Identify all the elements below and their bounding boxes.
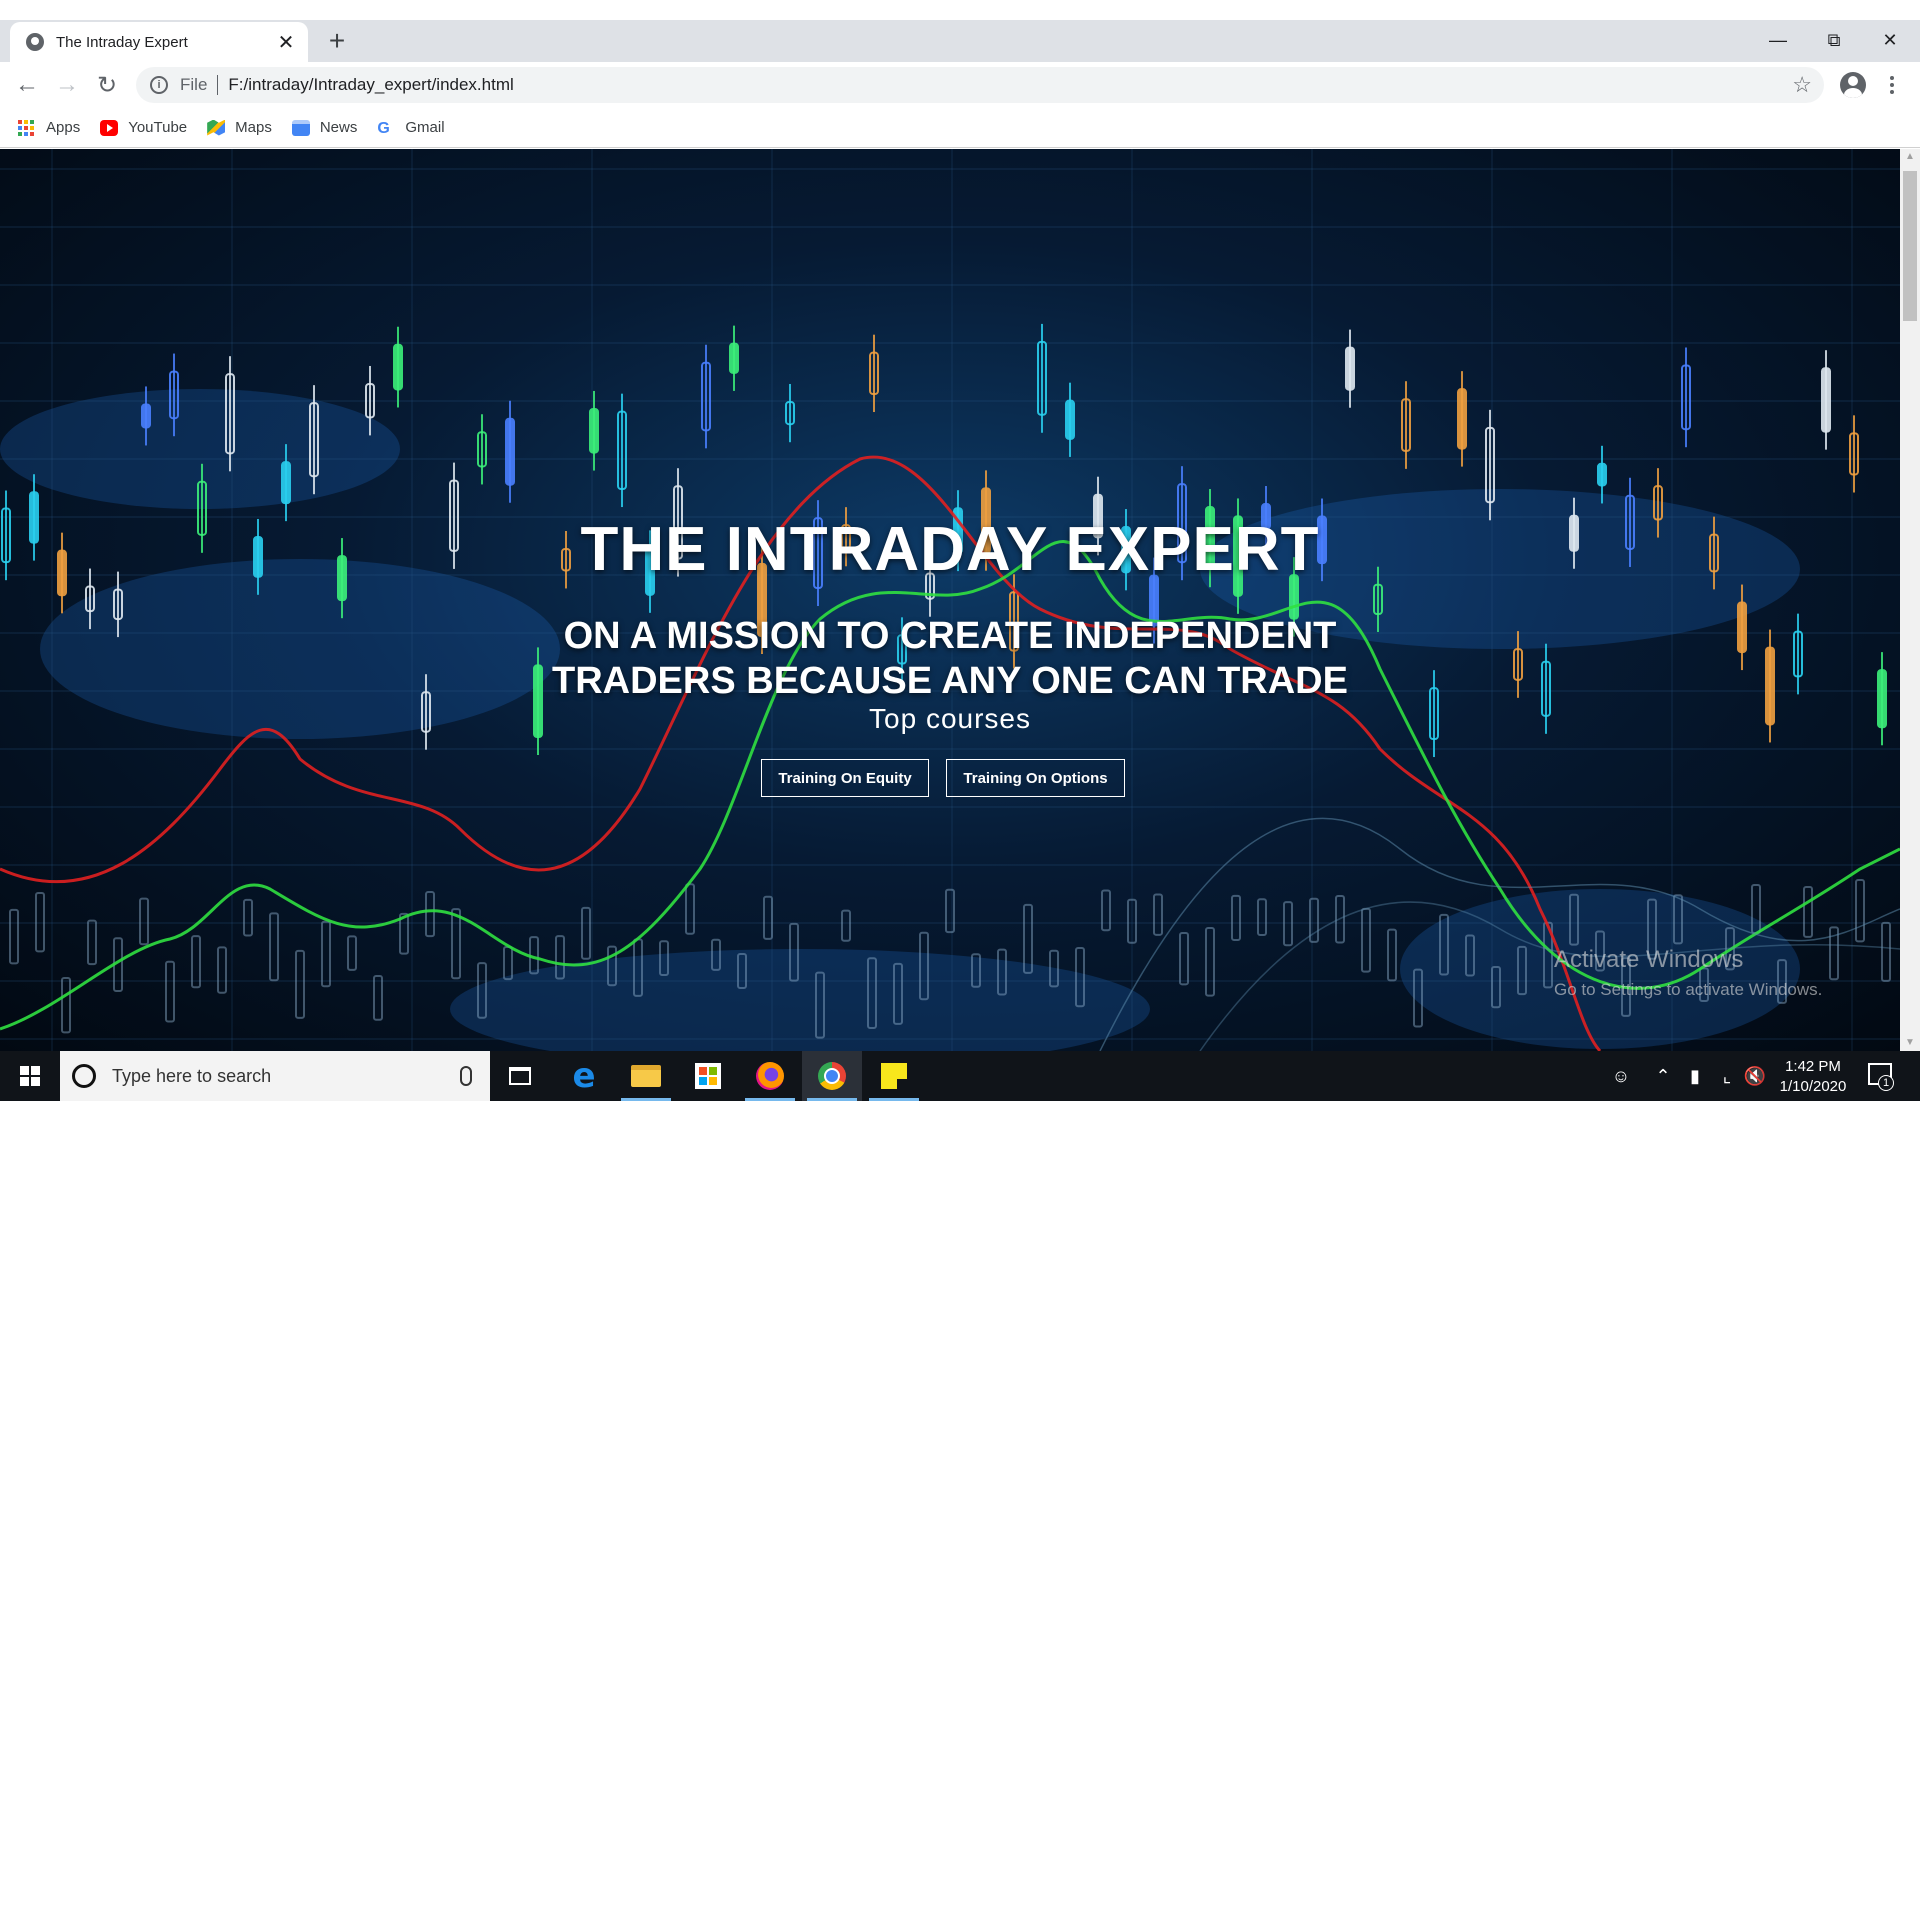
task-view-button[interactable] [490,1051,550,1101]
taskbar-search-box[interactable]: Type here to search [60,1051,490,1101]
sticky-notes-icon [881,1063,907,1089]
training-options-button[interactable]: Training On Options [946,759,1125,797]
address-bar[interactable]: i File F:/intraday/Intraday_expert/index… [136,67,1824,103]
battery-icon[interactable]: ▮ [1690,1065,1700,1086]
scrollbar-thumb[interactable] [1903,171,1917,321]
news-icon [291,119,310,136]
google-icon: G [377,119,390,137]
chevron-up-icon[interactable]: ⌃ [1655,1065,1671,1086]
youtube-icon [100,119,119,136]
globe-icon [26,33,44,51]
apps-grid-icon [18,119,36,136]
new-tab-button[interactable]: + [328,25,346,56]
bookmark-label: Apps [46,119,81,136]
hero-subtitle: ON A MISSION TO CREATE INDEPENDENT TRADE… [450,614,1450,704]
page-scrollbar[interactable]: ▲ ▼ [1900,149,1920,1051]
taskbar-clock[interactable]: 1:42 PM 1/10/2020 [1768,1057,1858,1097]
back-arrow-icon[interactable]: ← [15,71,39,98]
page-viewport: THE INTRADAY EXPERT ON A MISSION TO CREA… [0,149,1900,1051]
chrome-icon [818,1062,846,1090]
running-indicator [745,1098,795,1101]
hero-subtitle-line2: TRADERS BECAUSE ANY ONE CAN TRADE [552,660,1348,702]
folder-icon [631,1065,661,1087]
hero-title: THE INTRADAY EXPERT [580,515,1320,584]
running-indicator [621,1098,671,1101]
sticky-notes-taskbar-button[interactable] [864,1051,924,1101]
training-equity-button[interactable]: Training On Equity [761,759,929,797]
url-text[interactable]: F:/intraday/Intraday_expert/index.html [228,75,514,94]
clock-time: 1:42 PM [1785,1058,1841,1075]
stock-chart-background-image [0,149,1900,1051]
restore-button[interactable]: ⧉ [1827,29,1841,50]
chrome-taskbar-button[interactable] [802,1051,862,1101]
tab-close-icon[interactable]: ✕ [277,31,295,54]
bookmark-star-icon[interactable]: ☆ [1792,72,1812,97]
bookmark-youtube[interactable]: YouTube [100,119,187,136]
activate-windows-watermark: Activate Windows Go to Settings to activ… [1554,946,1822,1000]
bookmark-apps[interactable]: Apps [18,119,80,136]
bookmark-label: News [319,119,358,136]
start-button[interactable] [0,1051,60,1101]
microphone-icon[interactable] [460,1066,472,1086]
search-placeholder: Type here to search [112,1065,272,1086]
minimize-button[interactable]: — [1769,29,1787,50]
maps-icon [207,119,226,136]
browser-tab[interactable]: The Intraday Expert ✕ [10,22,308,62]
edge-taskbar-button[interactable]: e [554,1051,614,1101]
bookmarks-bar: Apps YouTube Maps News G Gmail [0,108,1920,148]
store-icon [695,1063,721,1089]
tab-title: The Intraday Expert [56,33,188,51]
clock-date: 1/10/2020 [1779,1078,1847,1095]
file-explorer-taskbar-button[interactable] [616,1051,676,1101]
info-icon[interactable]: i [150,76,168,94]
browser-menu-icon[interactable] [1882,70,1902,100]
browser-toolbar: ← → ↻ i File F:/intraday/Intraday_expert… [0,62,1920,108]
task-view-icon [509,1067,531,1085]
edge-icon: e [572,1056,596,1096]
people-icon[interactable]: ☺ [1611,1065,1631,1086]
bookmark-label: Gmail [405,119,445,136]
windows-logo-icon [20,1066,40,1086]
bookmark-label: Maps [235,119,272,136]
notification-count-badge: 1 [1878,1075,1894,1091]
network-icon[interactable]: ⌞ [1722,1065,1732,1086]
scroll-down-arrow-icon[interactable]: ▼ [1905,1037,1915,1048]
running-indicator [807,1098,857,1101]
hero-subtitle-line1: ON A MISSION TO CREATE INDEPENDENT [563,615,1337,657]
bookmark-news[interactable]: News [291,119,358,136]
firefox-icon [756,1062,784,1090]
profile-avatar-icon[interactable] [1840,72,1866,98]
firefox-taskbar-button[interactable] [740,1051,800,1101]
bookmark-gmail[interactable]: G Gmail [377,119,445,137]
windows-taskbar: Type here to search e ☺ ⌃ ▮ ⌞ 🔇 1:42 PM … [0,1051,1920,1101]
cortana-icon [72,1064,96,1088]
bookmark-label: YouTube [128,119,188,136]
scroll-up-arrow-icon[interactable]: ▲ [1905,151,1915,162]
tab-strip: The Intraday Expert ✕ + — ⧉ ✕ [0,20,1920,62]
forward-arrow-icon[interactable]: → [55,71,79,98]
store-taskbar-button[interactable] [678,1051,738,1101]
running-indicator [869,1098,919,1101]
reload-icon[interactable]: ↻ [96,71,118,99]
url-separator [217,75,219,95]
top-courses-heading: Top courses [869,703,1031,734]
close-window-button[interactable]: ✕ [1882,29,1898,50]
volume-muted-icon[interactable]: 🔇 [1743,1065,1767,1086]
watermark-line1: Activate Windows [1554,946,1744,973]
watermark-line2: Go to Settings to activate Windows. [1554,980,1823,999]
hero-section: THE INTRADAY EXPERT ON A MISSION TO CREA… [0,149,1900,1051]
bookmark-maps[interactable]: Maps [207,119,272,136]
url-scheme: File [180,75,208,94]
